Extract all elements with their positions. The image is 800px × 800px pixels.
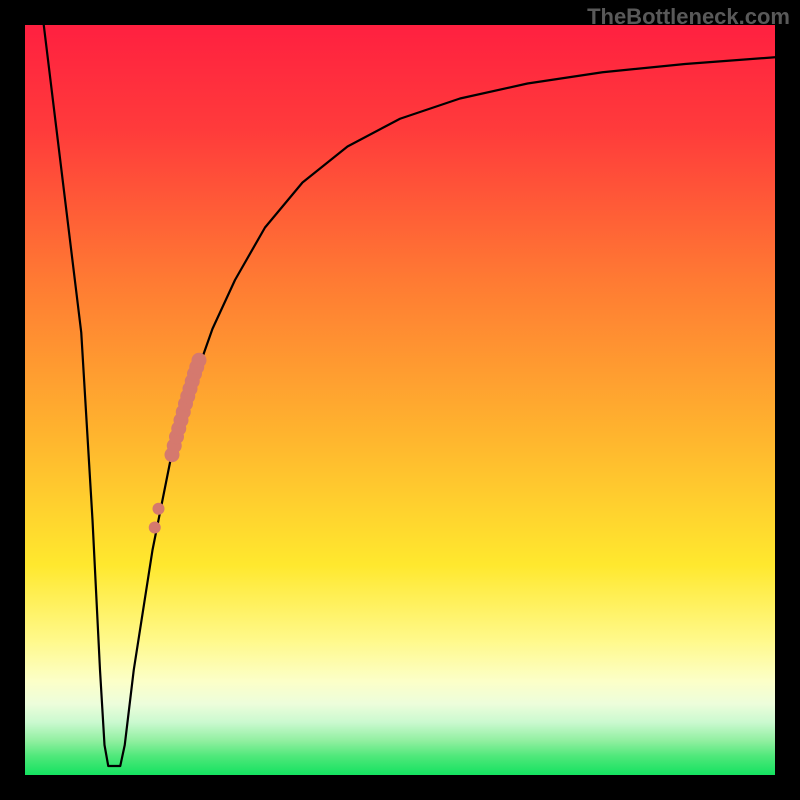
data-point [153,503,165,515]
data-point [149,522,161,534]
data-point [192,353,207,368]
chart-container: TheBottleneck.com [0,0,800,800]
bottleneck-chart [0,0,800,800]
watermark-text: TheBottleneck.com [587,4,790,30]
plot-background [25,25,775,775]
